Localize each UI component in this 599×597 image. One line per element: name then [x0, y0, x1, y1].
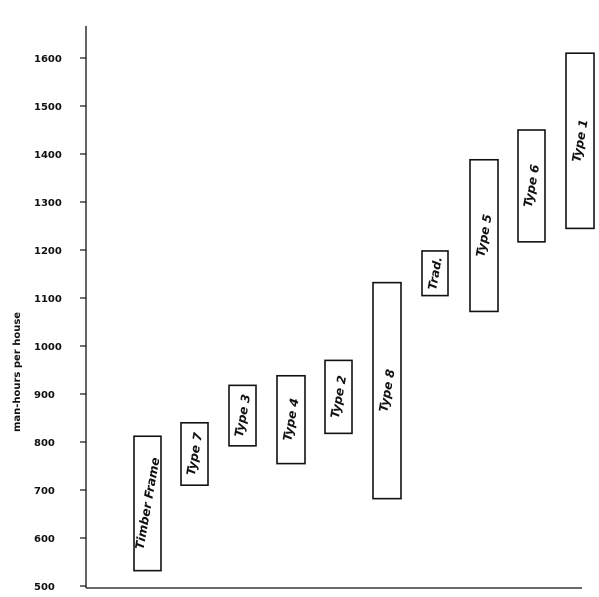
y-tick-label: 1400: [34, 150, 62, 161]
y-ticks: 500 600 700 800 900 1000 1100 1200 1300 1400 1500 1…: [34, 54, 86, 593]
y-tick-label: 900: [34, 390, 55, 401]
range-bar: Type 6: [517, 129, 546, 243]
range-bar-rect: [324, 359, 353, 435]
range-bar: Type 4: [276, 374, 306, 465]
range-bar-rect: [469, 158, 499, 313]
y-tick-label: 1600: [34, 54, 62, 65]
range-bar: Type 3: [228, 384, 257, 447]
range-bar: Type 7: [180, 421, 209, 486]
range-bar: Type 8: [372, 281, 402, 500]
range-bar-rect: [517, 129, 546, 243]
range-bar-rect: [276, 374, 306, 465]
y-tick-label: 1300: [34, 198, 62, 209]
range-bar-rect: [133, 435, 162, 572]
range-bar: Type 1: [565, 52, 595, 230]
range-bar-rect: [565, 52, 595, 230]
y-tick-label: 700: [34, 486, 55, 497]
y-tick-label: 1000: [34, 342, 62, 353]
range-bars: Timber Frame Type 7 Type 3 Type 4 Type 2 Type…: [133, 52, 595, 572]
range-bar-label: Trad.: [425, 256, 445, 291]
y-tick-label: 500: [34, 582, 55, 593]
range-bar: Trad.: [421, 250, 449, 297]
y-axis-label: man-hours per house: [12, 312, 23, 432]
y-tick-label: 600: [34, 534, 55, 545]
range-bar-rect: [228, 384, 257, 447]
range-bar-rect: [180, 421, 209, 486]
y-tick-label: 1200: [34, 246, 62, 257]
y-tick-label: 1500: [34, 102, 62, 113]
y-tick-label: 800: [34, 438, 55, 449]
range-bar-rect: [372, 281, 402, 500]
range-bar: Type 5: [469, 158, 499, 313]
range-bar: Timber Frame: [133, 435, 162, 572]
y-tick-label: 1100: [34, 294, 62, 305]
range-bar: Type 2: [324, 359, 353, 435]
range-bar-rect: [421, 250, 449, 297]
